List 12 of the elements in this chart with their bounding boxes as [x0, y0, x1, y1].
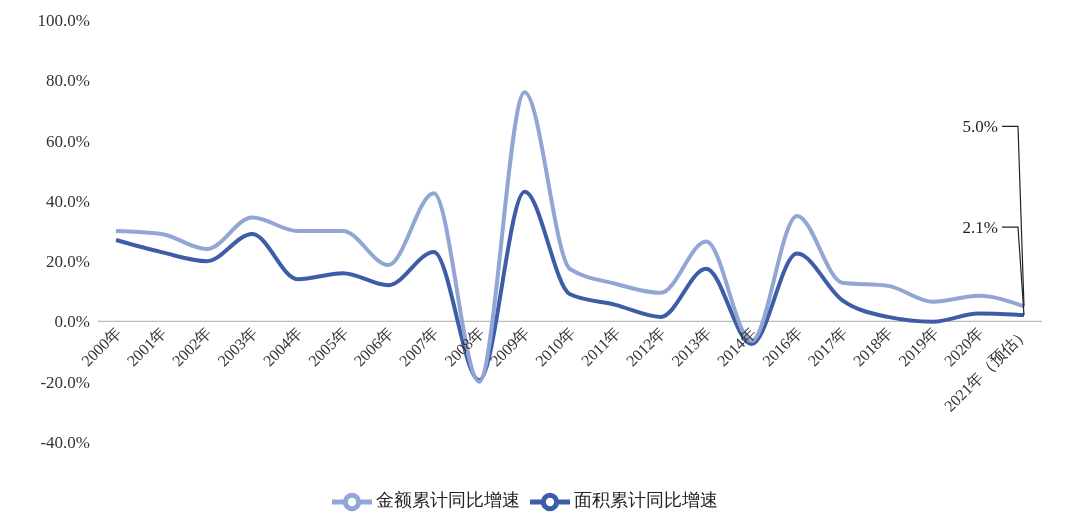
y-tick-label: 0.0% [54, 312, 90, 332]
y-tick-label: 20.0% [46, 252, 90, 272]
y-tick-label: 80.0% [46, 71, 90, 91]
legend-label: 面积累计同比增速 [574, 489, 718, 510]
y-tick-label: 60.0% [46, 131, 90, 151]
legend-label: 金额累计同比增速 [376, 489, 520, 510]
data-label: 2.1% [962, 218, 998, 238]
y-tick-label: 40.0% [46, 191, 90, 211]
y-tick-label: -20.0% [40, 372, 90, 392]
data-label: 5.0% [962, 117, 998, 137]
y-tick-label: -40.0% [40, 433, 90, 453]
y-tick-label: 100.0% [37, 11, 90, 31]
